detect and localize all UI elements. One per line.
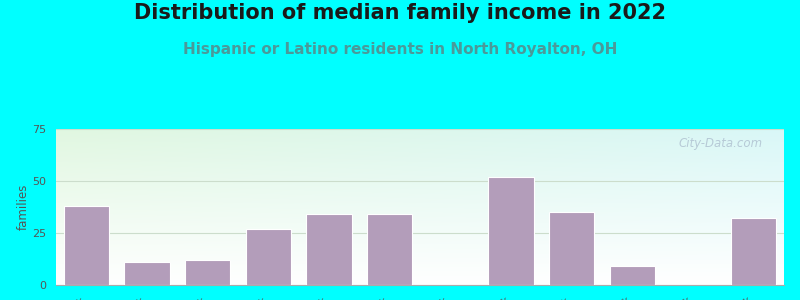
Bar [124,262,170,285]
Y-axis label: families: families [16,184,30,230]
Bar [488,177,534,285]
Bar [185,260,230,285]
Bar [246,229,291,285]
Bar [610,266,655,285]
Text: Distribution of median family income in 2022: Distribution of median family income in … [134,3,666,23]
Bar [731,218,777,285]
Bar [63,206,109,285]
Bar [306,214,352,285]
Bar [549,212,594,285]
Text: Hispanic or Latino residents in North Royalton, OH: Hispanic or Latino residents in North Ro… [183,42,617,57]
Bar [367,214,413,285]
Text: City-Data.com: City-Data.com [678,137,762,150]
